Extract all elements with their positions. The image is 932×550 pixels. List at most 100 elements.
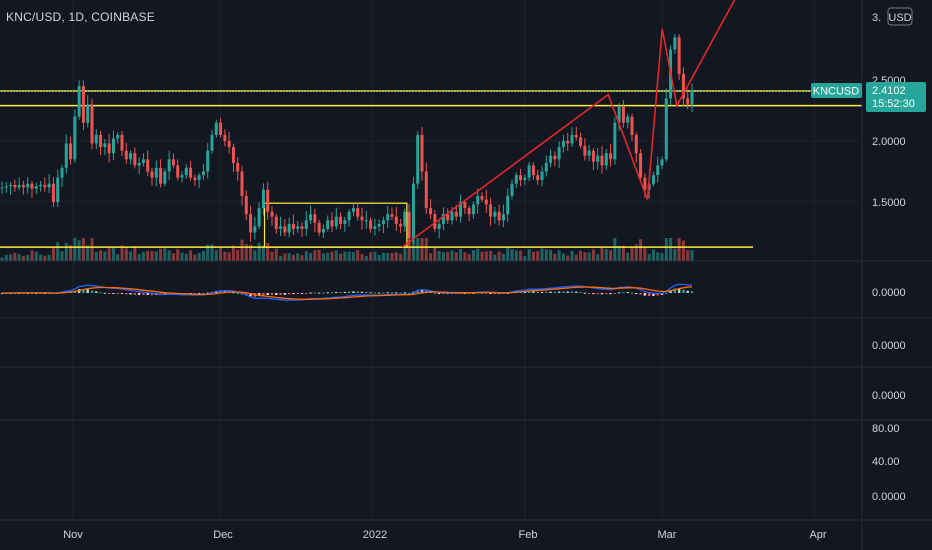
macd-hist-bar [270, 293, 274, 295]
macd-hist-bar [459, 293, 462, 294]
volume-bar [313, 250, 317, 261]
candle-body [643, 177, 647, 190]
candle-body [351, 208, 355, 212]
macd-hist-bar [463, 293, 467, 294]
volume-bar [219, 247, 223, 261]
macd-hist-bar [232, 292, 235, 294]
candle-body [146, 159, 150, 172]
volume-bar [493, 254, 497, 261]
volume-bar [214, 250, 218, 261]
macd-hist-bar [395, 292, 398, 294]
macd-hist-bar [202, 293, 205, 294]
volume-bar [690, 250, 694, 261]
volume-bar [523, 256, 527, 261]
macd-hist-bar [146, 293, 149, 296]
volume-bar [227, 252, 231, 261]
candle-body [394, 216, 398, 224]
time-axis[interactable]: Nov Dec 2022 Feb Mar Apr [63, 529, 827, 541]
candle-body [377, 223, 381, 227]
volume-bar [300, 255, 304, 261]
volume-bar [647, 254, 651, 261]
currency-badge[interactable] [887, 7, 913, 26]
candle-body [523, 177, 527, 181]
volume-bar [223, 251, 227, 261]
volume-bar [549, 249, 553, 261]
volume-bar [527, 249, 531, 261]
candle-body [73, 116, 77, 160]
volume-bars [0, 238, 694, 261]
macd-hist-bar [506, 292, 509, 294]
macd-hist-bar [639, 293, 642, 295]
candle-body [621, 106, 625, 123]
time-label: Mar [658, 529, 677, 541]
candle-body [587, 150, 591, 156]
pane3-axis-label: 0.0000 [872, 390, 906, 402]
osc-axis-label: 0.0000 [872, 491, 906, 503]
symbol-title[interactable]: KNC/USD, 1D, COINBASE [6, 10, 155, 24]
macd-hist-bar [296, 293, 299, 294]
candle-body [30, 183, 34, 189]
volume-bar [9, 254, 13, 261]
candle-body [493, 211, 497, 217]
candle-body [613, 122, 617, 160]
volume-bar [167, 250, 171, 261]
volume-bar [591, 249, 595, 261]
volume-bar [21, 255, 25, 261]
volume-bar [270, 251, 274, 261]
candle-body [26, 183, 30, 188]
candle-body [90, 104, 94, 144]
candle-body [4, 186, 8, 188]
macd-hist-bar [129, 293, 132, 295]
volume-bar [574, 254, 578, 261]
volume-bar [514, 250, 518, 261]
volume-bar [381, 252, 385, 261]
volume-bar [480, 251, 484, 261]
trend-path[interactable] [401, 0, 741, 248]
candle-body [81, 86, 85, 123]
consolidation-box[interactable] [263, 202, 408, 248]
candle-body [210, 134, 214, 151]
volume-bar [373, 251, 377, 261]
macd-hist-bar [635, 293, 638, 294]
volume-bar [189, 250, 193, 261]
macd-hist-bar [107, 293, 111, 294]
candle-body [634, 134, 638, 154]
volume-bar [253, 250, 257, 261]
candle-body [180, 175, 184, 178]
candle-body [309, 214, 313, 221]
candle-body [531, 165, 535, 176]
volume-bar [634, 244, 638, 261]
candle-body [596, 155, 600, 162]
macd-hist-bar [197, 293, 201, 294]
volume-bar [617, 246, 621, 261]
candle-body [501, 214, 505, 221]
macd-hist-bar [622, 292, 625, 294]
volume-bar [51, 246, 55, 261]
macd-hist-bar [275, 293, 278, 296]
signal-line [2, 286, 693, 300]
volume-bar [600, 247, 604, 261]
volume-bar [356, 249, 360, 261]
volume-bar [476, 248, 480, 261]
candle-body [476, 195, 480, 205]
volume-bar [686, 250, 690, 261]
volume-bar [669, 238, 673, 261]
macd-hist-bar [373, 292, 377, 294]
candle-body [120, 134, 124, 151]
price-tick: 1.5000 [872, 197, 906, 209]
macd-hist-bar [553, 291, 557, 293]
volume-bar [673, 248, 677, 261]
candle-body [21, 184, 25, 188]
volume-bar [519, 250, 523, 261]
volume-bar [639, 239, 643, 261]
volume-bar [390, 253, 394, 261]
macd-hist-bar [103, 292, 107, 294]
volume-bar [180, 252, 184, 261]
volume-bar [506, 247, 510, 261]
volume-bar [450, 250, 454, 261]
candle-body [429, 208, 433, 215]
macd-hist-bar [592, 293, 595, 294]
macd-hist-bar [570, 291, 574, 293]
candle-body [176, 165, 180, 178]
